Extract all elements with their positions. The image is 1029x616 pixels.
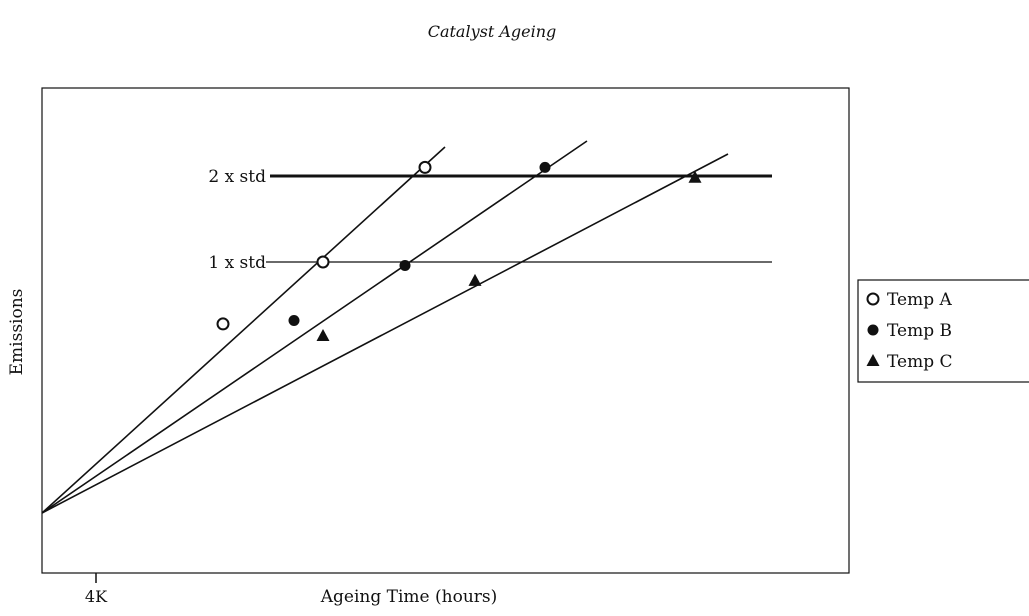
series-line-temp-b <box>41 140 588 514</box>
legend: Temp A Temp B Temp C <box>857 279 1029 383</box>
x-tick-label: 4K <box>85 587 108 606</box>
data-point-temp-b-2 <box>399 259 411 271</box>
page-title: Catalyst Ageing <box>428 22 557 41</box>
series-line-temp-a <box>41 146 446 514</box>
plot-frame <box>41 87 850 574</box>
series-line-temp-c <box>41 153 729 514</box>
legend-label-temp-a: Temp A <box>887 290 952 310</box>
data-point-temp-c-2 <box>468 273 482 286</box>
data-point-temp-c-1 <box>316 328 330 341</box>
ref-label-2x-std: 2 x std <box>208 167 266 187</box>
data-point-temp-a-1 <box>216 317 230 331</box>
legend-box <box>857 279 1029 383</box>
legend-marker-temp-c <box>866 354 880 366</box>
legend-items: Temp A Temp B Temp C <box>866 290 953 372</box>
series-layer <box>41 140 729 514</box>
data-point-temp-b-3 <box>539 161 551 173</box>
data-point-temp-a-3 <box>418 160 432 174</box>
legend-label-temp-b: Temp B <box>887 321 952 341</box>
data-point-temp-b-1 <box>288 314 300 326</box>
x-axis-label: Ageing Time (hours) <box>320 587 498 607</box>
ref-label-1x-std: 1 x std <box>208 253 266 273</box>
y-axis-label: Emissions <box>7 289 27 376</box>
legend-marker-temp-b <box>867 324 879 336</box>
legend-label-temp-c: Temp C <box>887 352 953 372</box>
data-point-temp-c-3 <box>688 170 702 183</box>
legend-marker-temp-a <box>866 292 880 306</box>
data-point-temp-a-2 <box>316 255 330 269</box>
